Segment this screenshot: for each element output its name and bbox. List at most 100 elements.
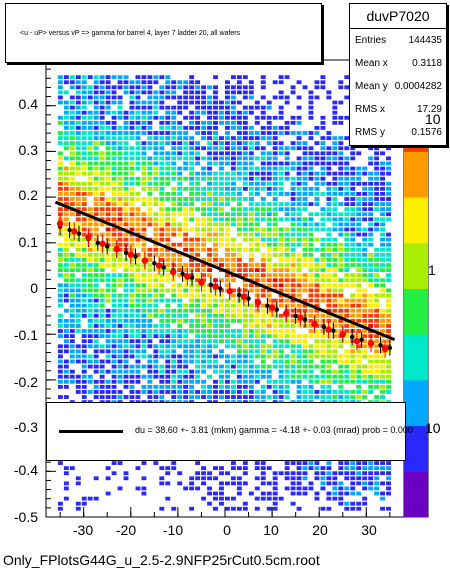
fit-point — [325, 326, 332, 333]
heatmap-cell — [344, 501, 350, 506]
heatmap-cell — [326, 278, 332, 283]
heatmap-cell — [207, 95, 212, 100]
heatmap-cell — [105, 171, 111, 176]
heatmap-cell — [159, 85, 165, 90]
heatmap-cell — [105, 207, 111, 212]
heatmap-cell — [57, 354, 63, 359]
heatmap-cell — [195, 156, 201, 161]
heatmap-cell — [296, 390, 302, 394]
heatmap-cell — [219, 151, 224, 156]
heatmap-cell — [87, 126, 93, 130]
heatmap-cell — [332, 176, 338, 181]
profile-point — [189, 275, 195, 280]
heatmap-cell — [93, 75, 99, 80]
heatmap-cell — [57, 136, 63, 140]
heatmap-cell — [326, 212, 332, 217]
heatmap-cell — [386, 258, 391, 262]
heatmap-cell — [254, 339, 260, 344]
heatmap-cell — [374, 151, 380, 156]
heatmap-cell — [344, 374, 350, 379]
heatmap-cell — [99, 80, 105, 85]
heatmap-cell — [81, 242, 87, 247]
heatmap-cell — [165, 141, 171, 146]
heatmap-cell — [380, 186, 386, 191]
heatmap-cell — [93, 120, 99, 125]
heatmap-cell — [236, 171, 242, 176]
heatmap-cell — [314, 461, 320, 465]
heatmap-cell — [302, 181, 308, 186]
heatmap-cell — [75, 202, 81, 206]
heatmap-cell — [314, 364, 320, 369]
heatmap-cell — [362, 207, 368, 212]
heatmap-cell — [105, 202, 111, 206]
heatmap-cell — [141, 374, 147, 379]
heatmap-cell — [87, 120, 93, 125]
heatmap-cell — [183, 156, 189, 161]
heatmap-cell — [201, 390, 207, 394]
heatmap-cell — [290, 217, 296, 222]
heatmap-cell — [135, 369, 141, 374]
heatmap-cell — [201, 359, 207, 364]
heatmap-cell — [201, 166, 207, 171]
heatmap-cell — [189, 481, 195, 486]
y-tick-label: 0.4 — [18, 96, 38, 112]
heatmap-cell — [368, 374, 374, 379]
heatmap-cell — [111, 395, 117, 399]
heatmap-cell — [248, 268, 254, 272]
heatmap-cell — [284, 384, 290, 389]
heatmap-cell — [213, 263, 218, 267]
heatmap-cell — [219, 222, 224, 227]
heatmap-cell — [123, 339, 129, 344]
heatmap-cell — [302, 146, 308, 151]
heatmap-cell — [338, 217, 344, 222]
heatmap-cell — [254, 242, 260, 247]
y-tick-label: -0.3 — [13, 419, 38, 435]
heatmap-cell — [248, 334, 254, 339]
heatmap-cell — [368, 471, 374, 476]
heatmap-cell — [81, 329, 87, 333]
heatmap-cell — [135, 313, 141, 318]
heatmap-cell — [368, 318, 374, 323]
heatmap-cell — [213, 369, 218, 374]
heatmap-cell — [99, 364, 105, 369]
heatmap-cell — [75, 344, 81, 349]
heatmap-cell — [326, 395, 332, 399]
heatmap-cell — [326, 263, 332, 267]
heatmap-cell — [326, 192, 332, 196]
heatmap-cell — [117, 318, 123, 323]
heatmap-cell — [117, 105, 123, 110]
heatmap-cell — [183, 90, 189, 95]
heatmap-cell — [260, 242, 266, 247]
heatmap-cell — [230, 344, 236, 349]
heatmap-cell — [147, 339, 153, 344]
heatmap-cell — [63, 288, 69, 293]
heatmap-cell — [207, 395, 212, 399]
heatmap-cell — [69, 151, 75, 156]
heatmap-cell — [362, 268, 368, 272]
heatmap-cell — [159, 171, 165, 176]
heatmap-cell — [362, 263, 368, 267]
heatmap-cell — [75, 501, 81, 506]
heatmap-cell — [213, 258, 218, 262]
heatmap-cell — [326, 384, 332, 389]
heatmap-cell — [165, 339, 171, 344]
heatmap-cell — [326, 227, 332, 232]
heatmap-cell — [386, 390, 391, 394]
heatmap-cell — [296, 349, 302, 354]
heatmap-cell — [386, 186, 391, 191]
heatmap-cell — [338, 85, 344, 90]
heatmap-cell — [117, 131, 123, 135]
heatmap-cell — [242, 110, 248, 115]
heatmap-cell — [63, 186, 69, 191]
heatmap-cell — [290, 263, 296, 267]
heatmap-cell — [380, 364, 386, 369]
heatmap-cell — [284, 364, 290, 369]
heatmap-cell — [302, 232, 308, 237]
heatmap-cell — [284, 379, 290, 384]
heatmap-cell — [135, 222, 141, 227]
heatmap-cell — [129, 298, 135, 303]
heatmap-cell — [111, 364, 117, 369]
heatmap-cell — [207, 491, 212, 496]
heatmap-cell — [356, 374, 362, 379]
heatmap-cell — [213, 491, 218, 496]
